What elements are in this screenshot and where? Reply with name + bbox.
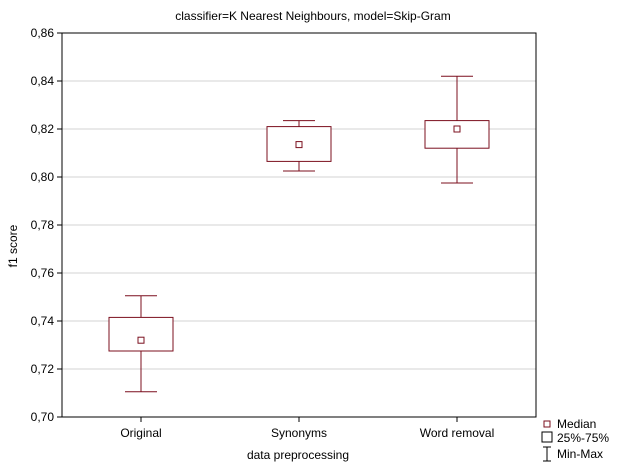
box-group <box>266 120 332 172</box>
chart-title: classifier=K Nearest Neighbours, model=S… <box>175 9 450 23</box>
box-group <box>424 75 490 184</box>
legend-median-icon <box>543 420 551 428</box>
median-marker <box>453 125 461 133</box>
y-tick-label: 0,86 <box>31 26 55 40</box>
y-tick-label: 0,72 <box>31 362 55 376</box>
median-marker <box>137 336 145 344</box>
y-tick-label: 0,70 <box>31 410 55 424</box>
y-tick-label: 0,74 <box>31 314 55 328</box>
legend-box-icon <box>541 431 553 443</box>
x-axis-label: data preprocessing <box>247 448 349 462</box>
y-axis: 0,70 0,72 0,74 0,76 0,78 0,80 0,82 0,84 0,86 <box>31 26 62 424</box>
x-tick-label: Synonyms <box>271 426 327 440</box>
median-marker <box>295 141 303 149</box>
legend-median-label: Median <box>557 417 596 431</box>
y-axis-label: f1 score <box>6 224 20 267</box>
y-tick-label: 0,82 <box>31 122 55 136</box>
box-group <box>108 295 174 393</box>
x-tick-label: Original <box>120 426 161 440</box>
legend-whisker-icon <box>543 446 551 462</box>
x-tick-label: Word removal <box>420 426 494 440</box>
boxes <box>108 75 490 393</box>
y-tick-label: 0,76 <box>31 266 55 280</box>
y-tick-label: 0,84 <box>31 74 55 88</box>
y-tick-label: 0,78 <box>31 218 55 232</box>
x-axis: Original Synonyms Word removal <box>120 417 494 440</box>
box-iqr <box>108 316 174 352</box>
legend-whisker-label: Min-Max <box>557 447 603 461</box>
box-iqr <box>424 120 490 149</box>
y-tick-label: 0,80 <box>31 170 55 184</box>
legend: Median 25%-75% Min-Max <box>541 417 609 462</box>
legend-box-label: 25%-75% <box>557 431 609 445</box>
